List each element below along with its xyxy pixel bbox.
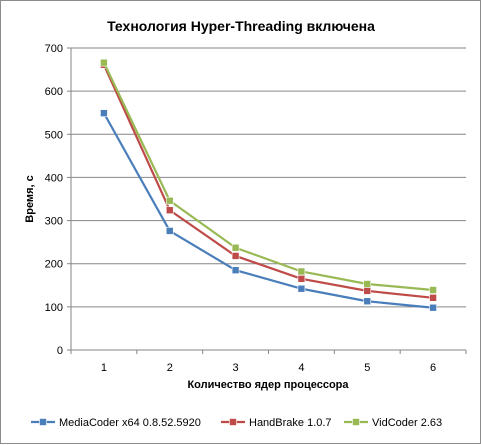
legend-marker-1	[229, 418, 237, 426]
chart-title: Технология Hyper-Threading включена	[107, 18, 375, 34]
data-point-2-4	[363, 280, 372, 288]
series-2	[100, 58, 437, 294]
series-1	[100, 61, 437, 302]
data-point-2-2	[231, 243, 240, 252]
gridlines	[71, 47, 466, 308]
legend-item-0: MediaCoder x64 0.8.52.5920	[31, 417, 201, 429]
data-point-0-3	[297, 284, 306, 293]
data-point-0-0	[100, 109, 108, 117]
y-tick-label-4: 400	[45, 172, 63, 184]
data-point-1-4	[363, 287, 372, 295]
x-tick-label-5: 6	[430, 362, 436, 374]
x-tick-label-0: 1	[101, 362, 107, 374]
legend-label-0: MediaCoder x64 0.8.52.5920	[59, 417, 201, 429]
y-tick-label-3: 300	[45, 216, 63, 228]
y-axis-title: Время, с	[24, 175, 36, 222]
x-tick-label-2: 3	[233, 362, 239, 374]
legend-label-1: HandBrake 1.0.7	[249, 417, 332, 429]
series-line-0	[102, 112, 434, 309]
x-tick-label-3: 4	[298, 362, 304, 374]
y-tick-label-0: 0	[57, 345, 63, 357]
data-point-0-4	[363, 297, 372, 306]
y-tick-label-5: 500	[45, 129, 63, 141]
series-0	[100, 109, 437, 312]
data-point-1-5	[429, 293, 437, 302]
axes	[67, 47, 467, 354]
data-point-2-5	[429, 286, 437, 294]
data-point-0-2	[231, 266, 240, 274]
series-line-1	[102, 64, 434, 299]
y-tick-label-2: 200	[45, 259, 63, 271]
tick-labels: 0 100 200 300 400 500 600 700 1 2 3 4 5 6	[45, 43, 437, 374]
legend: MediaCoder x64 0.8.52.5920 HandBrake 1.0.…	[31, 417, 442, 429]
data-point-1-1	[165, 206, 174, 215]
x-axis-title: Количество ядер процессора	[187, 379, 349, 391]
data-point-0-1	[165, 227, 174, 235]
legend-item-2: VidCoder 2.63	[344, 417, 442, 429]
legend-label-2: VidCoder 2.63	[372, 417, 442, 429]
data-point-0-5	[429, 303, 437, 312]
y-tick-label-7: 700	[45, 43, 63, 55]
y-tick-label-6: 600	[45, 86, 63, 98]
x-tick-label-1: 2	[167, 362, 173, 374]
legend-marker-2	[352, 418, 360, 426]
y-tick-label-1: 100	[45, 302, 63, 314]
x-tick-label-4: 5	[364, 362, 370, 374]
data-point-2-0	[100, 58, 108, 67]
data-series	[100, 58, 437, 312]
data-point-2-3	[297, 267, 306, 276]
legend-marker-0	[39, 418, 47, 426]
data-point-2-1	[165, 196, 174, 205]
data-point-1-3	[297, 275, 306, 283]
data-point-1-2	[231, 252, 240, 260]
legend-item-1: HandBrake 1.0.7	[221, 417, 332, 429]
series-line-2	[102, 62, 434, 292]
